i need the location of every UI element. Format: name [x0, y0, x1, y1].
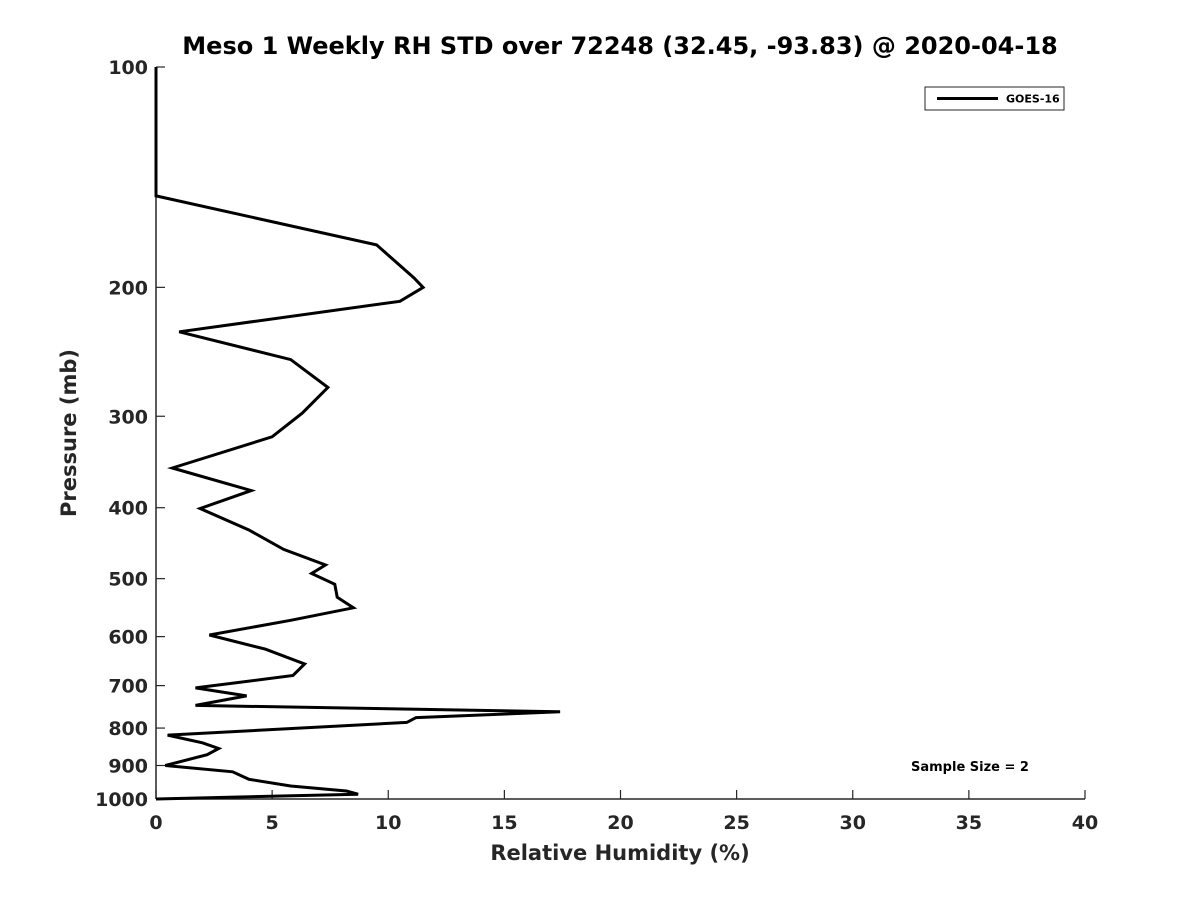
y-tick-label: 400	[108, 498, 148, 520]
y-tick-label: 300	[108, 406, 148, 428]
y-tick-label: 100	[108, 57, 148, 79]
x-tick-label: 30	[840, 812, 866, 834]
x-tick-label: 10	[375, 812, 401, 834]
y-tick-label: 500	[108, 569, 148, 591]
x-tick-label: 25	[723, 812, 749, 834]
y-tick-label: 900	[108, 756, 148, 778]
x-tick-label: 40	[1072, 812, 1098, 834]
y-tick-label: 600	[108, 627, 148, 649]
x-tick-label: 0	[149, 812, 162, 834]
goes16-series-line	[154, 67, 561, 801]
y-tick-label: 200	[108, 277, 148, 299]
tick-group: 0 5 10 15 20 25 30 35 40 100 200 300 400 500 600 700 800…	[95, 57, 1098, 834]
legend-label: GOES-16	[1006, 93, 1060, 106]
y-tick-label: 800	[108, 718, 148, 740]
chart-title: Meso 1 Weekly RH STD over 72248 (32.45, …	[182, 32, 1057, 60]
x-tick-label: 5	[266, 812, 279, 834]
x-axis-label: Relative Humidity (%)	[490, 841, 749, 865]
x-tick-label: 15	[491, 812, 517, 834]
y-tick-label: 1000	[95, 789, 148, 811]
sample-size-annotation: Sample Size = 2	[911, 760, 1029, 775]
y-axis-label: Pressure (mb)	[57, 349, 81, 517]
legend: GOES-16	[924, 86, 1065, 111]
x-tick-label: 35	[956, 812, 982, 834]
x-tick-label: 20	[607, 812, 633, 834]
y-tick-label: 700	[108, 676, 148, 698]
